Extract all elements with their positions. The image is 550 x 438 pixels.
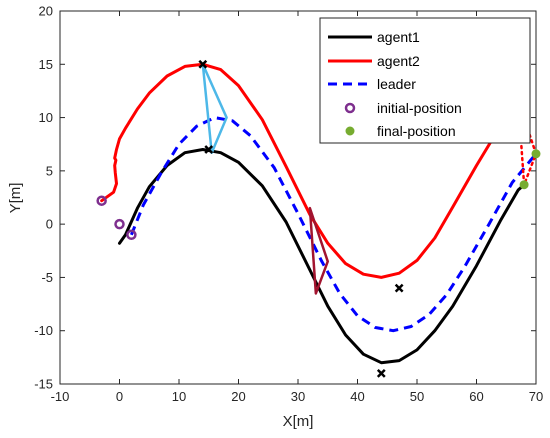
series-leader	[130, 116, 538, 333]
legend-label-leader: leader	[377, 76, 416, 92]
x-axis-title: X[m]	[283, 413, 314, 430]
y-tick-label: 20	[39, 4, 53, 19]
series-formation-lines-1	[201, 63, 228, 154]
final-position-marker	[519, 180, 529, 190]
y-axis-title: Y[m]	[7, 183, 24, 214]
x-marker	[394, 283, 404, 293]
x-tick-label: -10	[51, 389, 70, 404]
initial-position-marker	[126, 229, 137, 241]
x-tick-label: 60	[469, 389, 483, 404]
y-tick-label: -10	[34, 323, 53, 338]
y-tick-label: 15	[39, 57, 53, 72]
x-tick-label: 40	[350, 389, 364, 404]
y-tick-label: -5	[41, 270, 53, 285]
legend: agent1 agent2 leader initial-position final-…	[319, 17, 531, 144]
series-formation-lines-2	[308, 206, 329, 295]
legend-label-initial-position: initial-position	[377, 100, 462, 116]
y-tick-label: 5	[46, 163, 53, 178]
initial-position-marker	[114, 218, 125, 230]
x-tick-label: 20	[231, 389, 245, 404]
x-tick-label: 30	[291, 389, 305, 404]
legend-label-agent1: agent1	[377, 29, 420, 45]
x-tick-label: 50	[410, 389, 424, 404]
x-tick-label: 70	[529, 389, 543, 404]
x-marker	[204, 145, 214, 154]
legend-label-final-position: final-position	[377, 123, 456, 139]
x-marker	[198, 59, 208, 69]
y-tick-label: 10	[39, 110, 53, 125]
final-position-marker	[531, 149, 541, 159]
series-agent2	[100, 62, 520, 279]
legend-label-agent2: agent2	[377, 53, 420, 69]
x-tick-label: 10	[172, 389, 186, 404]
x-tick-label: 0	[116, 389, 123, 404]
y-tick-label: -15	[34, 377, 53, 392]
legend-box	[319, 17, 531, 144]
series-layer	[100, 62, 538, 365]
legend-swatch-final-position	[345, 126, 355, 136]
legend-swatch-initial-position	[344, 102, 356, 114]
initial-position-marker	[96, 195, 107, 206]
y-tick-label: 0	[46, 217, 53, 232]
x-marker	[376, 368, 386, 378]
